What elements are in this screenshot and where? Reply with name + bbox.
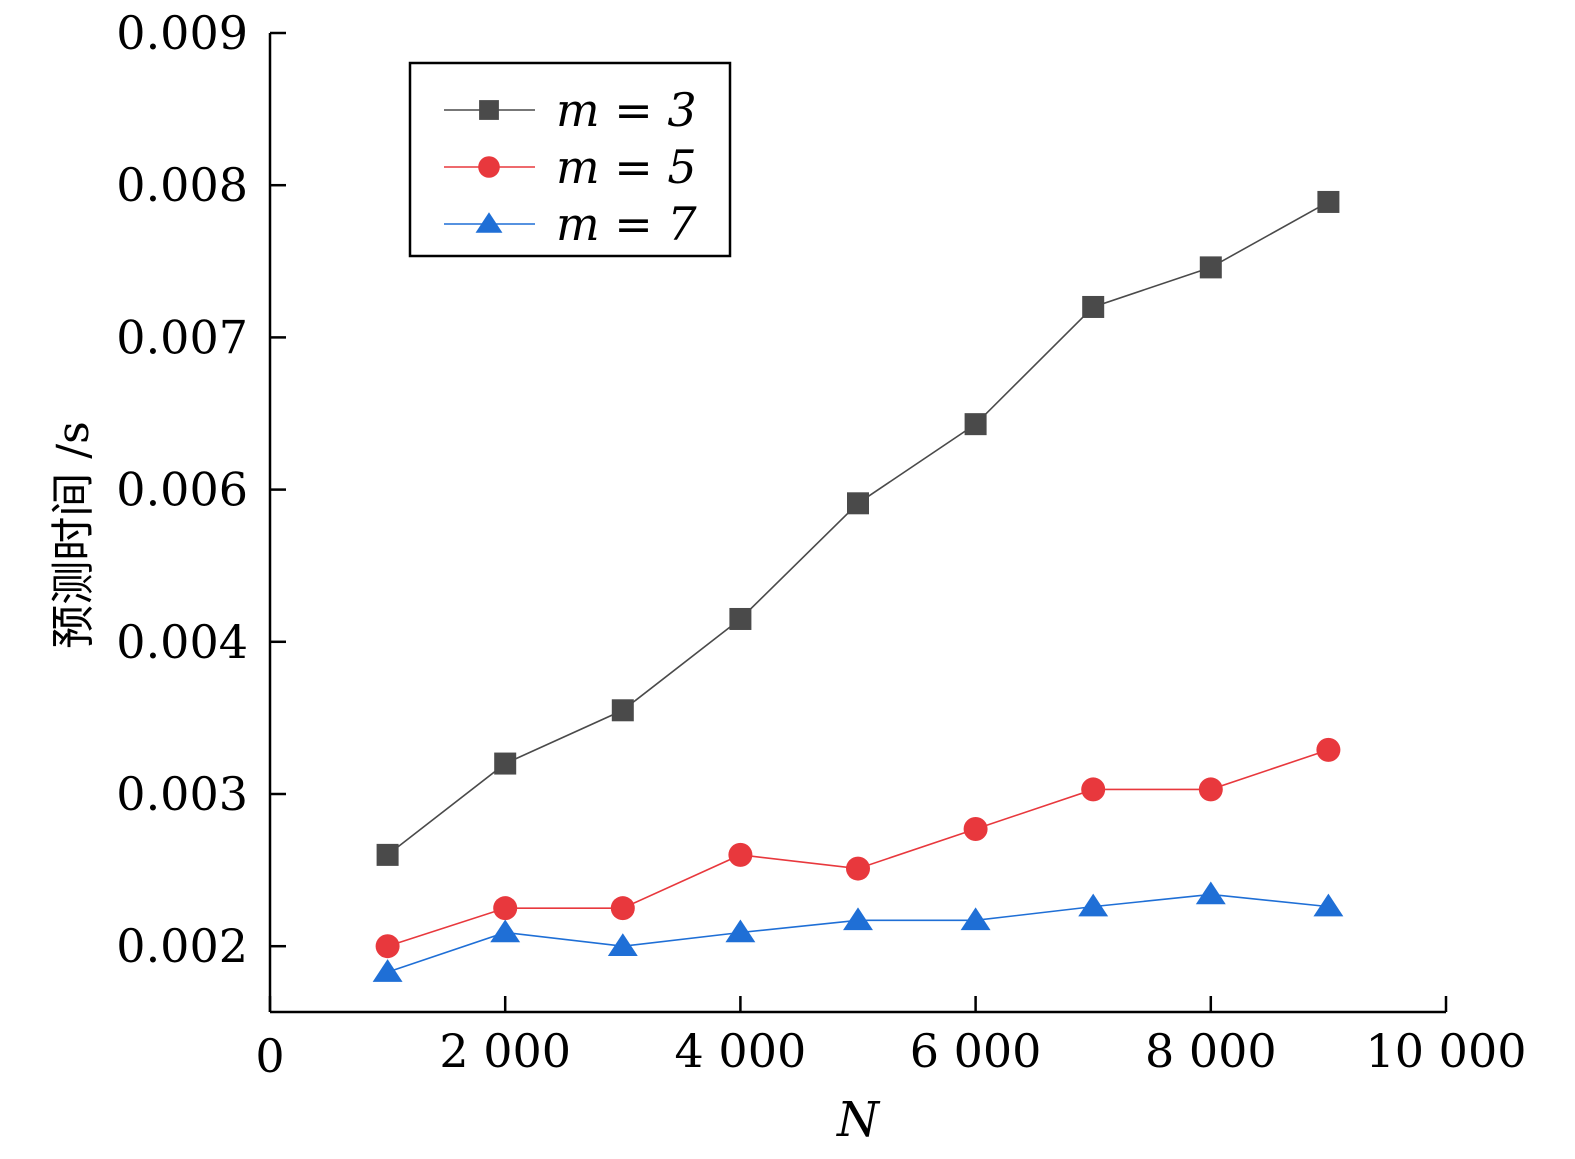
x-axis-title: N xyxy=(836,1092,881,1148)
data-point xyxy=(493,896,518,921)
x-tick-label: 6 000 xyxy=(910,1024,1042,1078)
series-circle xyxy=(375,737,1341,959)
series-line xyxy=(387,893,1329,973)
legend: m = 3m = 5m = 7 xyxy=(408,61,732,258)
x-tick-label: 8 000 xyxy=(1145,1024,1277,1078)
data-point xyxy=(847,492,869,515)
x-tick-label: 0 xyxy=(255,1029,284,1083)
data-point xyxy=(728,842,753,867)
x-ticks: 0 2 000 4 000 6 000 8 000 10 000 xyxy=(255,996,1526,1083)
x-tick-label: 4 000 xyxy=(675,1024,807,1078)
legend-label: m = 3 xyxy=(556,83,697,137)
legend-entry: m = 3 xyxy=(444,83,697,137)
legend-entry: m = 7 xyxy=(444,197,697,251)
y-tick-label: 0.007 xyxy=(116,310,248,364)
data-point xyxy=(964,413,987,436)
data-point xyxy=(376,843,399,866)
y-tick-label: 0.009 xyxy=(116,6,248,60)
data-point xyxy=(610,896,635,921)
data-point xyxy=(1195,881,1226,905)
data-point xyxy=(846,856,870,881)
data-point xyxy=(725,919,756,943)
data-point xyxy=(1313,893,1344,917)
data-point xyxy=(729,607,752,630)
data-point xyxy=(494,752,517,775)
y-tick-label: 0.002 xyxy=(116,919,248,973)
data-point xyxy=(490,919,521,943)
data-point xyxy=(1316,737,1341,762)
data-point xyxy=(963,817,988,842)
data-point xyxy=(607,933,638,956)
series-triangle xyxy=(372,881,1344,982)
y-tick-label: 0.006 xyxy=(116,463,248,517)
data-point xyxy=(611,699,634,722)
legend-marker xyxy=(475,212,503,233)
series-line xyxy=(387,201,1329,856)
series-square xyxy=(376,190,1340,866)
legend-label: m = 7 xyxy=(556,197,697,251)
data-point xyxy=(1081,777,1106,802)
data-point xyxy=(1199,256,1222,279)
data-point xyxy=(1082,295,1105,318)
series-layer xyxy=(372,190,1344,982)
y-axis-title: 预测时间 /s xyxy=(48,421,99,648)
data-point xyxy=(960,907,991,931)
data-point xyxy=(375,934,400,959)
legend-marker xyxy=(478,156,500,178)
data-point xyxy=(372,959,403,982)
data-point xyxy=(1078,893,1109,917)
data-point xyxy=(1198,777,1223,802)
y-tick-label: 0.003 xyxy=(116,767,248,821)
legend-entry: m = 5 xyxy=(444,140,697,194)
x-tick-label: 10 000 xyxy=(1366,1024,1527,1078)
legend-marker xyxy=(479,100,499,120)
axes xyxy=(268,33,1446,1014)
x-tick-label: 2 000 xyxy=(439,1024,571,1078)
y-tick-label: 0.004 xyxy=(116,615,248,669)
data-point xyxy=(1317,190,1340,213)
data-point xyxy=(843,907,873,931)
y-tick-label: 0.008 xyxy=(116,158,248,212)
legend-label: m = 5 xyxy=(556,140,697,194)
y-ticks: 0.002 0.003 0.004 0.006 0.007 0.008 0.009 xyxy=(116,6,286,973)
